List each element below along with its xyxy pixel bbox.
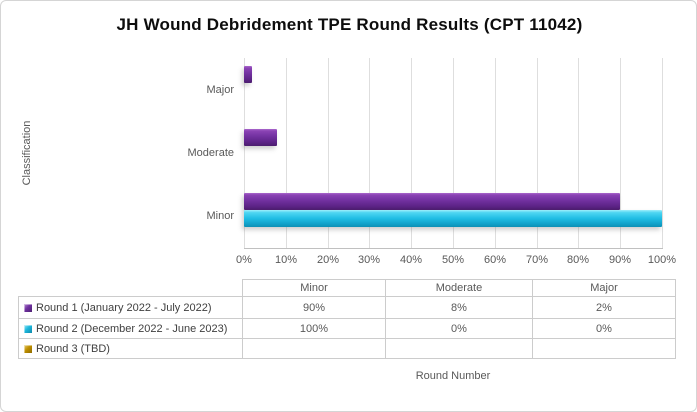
gridline-50% bbox=[453, 58, 454, 248]
gridline-90% bbox=[620, 58, 621, 248]
x-tick-label-70%: 70% bbox=[525, 254, 549, 266]
legend-swatch-round1 bbox=[24, 303, 32, 312]
gridline-80% bbox=[578, 58, 579, 248]
legend-label-round2: Round 2 (December 2022 - June 2023) bbox=[18, 319, 243, 339]
x-tick-label-100%: 100% bbox=[647, 254, 677, 266]
gridline-20% bbox=[328, 58, 329, 248]
table-value-round3-moderate bbox=[386, 339, 533, 359]
x-tick-label-90%: 90% bbox=[608, 254, 632, 266]
x-tick-label-20%: 20% bbox=[316, 254, 340, 266]
table-header-moderate: Moderate bbox=[386, 279, 533, 297]
table-value-round2-minor: 100% bbox=[243, 319, 386, 339]
x-tick-label-60%: 60% bbox=[483, 254, 507, 266]
x-tick-label-50%: 50% bbox=[441, 254, 465, 266]
x-tick-label-40%: 40% bbox=[399, 254, 423, 266]
category-label-moderate: Moderate bbox=[187, 147, 234, 159]
gridline-30% bbox=[369, 58, 370, 248]
gridline-0% bbox=[244, 58, 245, 248]
table-value-round1-moderate: 8% bbox=[386, 297, 533, 319]
table-header-minor: Minor bbox=[243, 279, 386, 297]
table-value-round2-major: 0% bbox=[533, 319, 676, 339]
x-tick-label-0%: 0% bbox=[236, 254, 252, 266]
chart-title: JH Wound Debridement TPE Round Results (… bbox=[116, 15, 583, 34]
table-corner-cell bbox=[18, 279, 243, 297]
x-tick-label-10%: 10% bbox=[274, 254, 298, 266]
bar-round1-major-2pct bbox=[244, 66, 253, 83]
table-value-round2-moderate: 0% bbox=[386, 319, 533, 339]
legend-label-text: Round 3 (TBD) bbox=[36, 342, 110, 355]
category-label-major: Major bbox=[206, 84, 234, 96]
legend-swatch-round2 bbox=[24, 324, 32, 333]
legend-data-table: Minor Moderate Major Round 1 (January 2022 … bbox=[18, 279, 676, 359]
table-value-round3-minor bbox=[243, 339, 386, 359]
bar-round2-minor-100pct bbox=[244, 210, 662, 227]
legend-label-round3: Round 3 (TBD) bbox=[18, 339, 243, 359]
y-axis-title: Classification bbox=[21, 120, 33, 186]
table-value-round1-minor: 90% bbox=[243, 297, 386, 319]
plot-area bbox=[244, 58, 663, 248]
gridline-40% bbox=[411, 58, 412, 248]
table-header-major: Major bbox=[533, 279, 676, 297]
legend-swatch-round3 bbox=[24, 344, 32, 353]
table-value-round1-major: 2% bbox=[533, 297, 676, 319]
legend-label-text: Round 1 (January 2022 - July 2022) bbox=[36, 301, 212, 314]
bar-round1-moderate-8pct bbox=[244, 129, 278, 146]
gridline-10% bbox=[286, 58, 287, 248]
x-tick-label-30%: 30% bbox=[357, 254, 381, 266]
gridline-60% bbox=[495, 58, 496, 248]
gridline-70% bbox=[537, 58, 538, 248]
x-tick-label-80%: 80% bbox=[566, 254, 590, 266]
table-value-round3-major bbox=[533, 339, 676, 359]
category-label-minor: Minor bbox=[206, 210, 234, 222]
legend-label-round1: Round 1 (January 2022 - July 2022) bbox=[18, 297, 243, 319]
bar-round1-minor-90pct bbox=[244, 193, 621, 210]
x-axis-line bbox=[244, 248, 663, 249]
gridline-100% bbox=[662, 58, 663, 248]
x-axis-title: Round Number bbox=[415, 370, 491, 382]
legend-label-text: Round 2 (December 2022 - June 2023) bbox=[36, 322, 228, 335]
